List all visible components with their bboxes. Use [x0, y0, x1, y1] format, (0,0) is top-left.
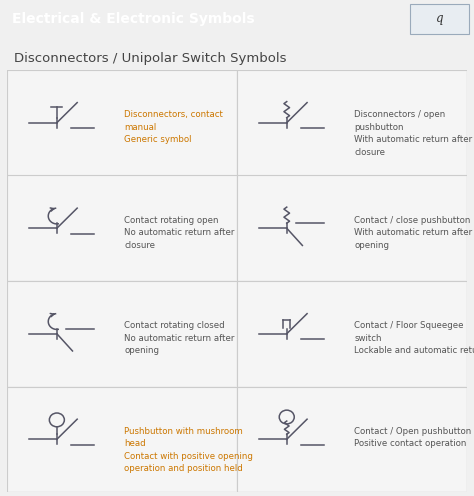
Bar [8, 387, 236, 491]
Text: Disconnectors, contact
manual
Generic symbol: Disconnectors, contact manual Generic sy… [124, 110, 223, 144]
Text: Contact / Floor Squeegee
switch
Lockable and automatic return: Contact / Floor Squeegee switch Lockable… [354, 321, 474, 355]
Bar [8, 282, 236, 386]
Text: Contact / Open pushbutton
Positive contact operation: Contact / Open pushbutton Positive conta… [354, 427, 472, 448]
Text: Contact / close pushbutton
With automatic return after
opening: Contact / close pushbutton With automati… [354, 216, 473, 249]
Bar [8, 176, 236, 280]
Bar [238, 282, 466, 386]
Text: q: q [436, 12, 444, 25]
Text: Disconnectors / Unipolar Switch Symbols: Disconnectors / Unipolar Switch Symbols [14, 52, 287, 65]
Text: Electrical & Electronic Symbols: Electrical & Electronic Symbols [12, 12, 255, 26]
FancyBboxPatch shape [410, 4, 469, 34]
Bar [238, 176, 466, 280]
Bar [238, 71, 466, 175]
Text: Contact rotating closed
No automatic return after
opening: Contact rotating closed No automatic ret… [124, 321, 235, 355]
Bar [8, 71, 236, 175]
Text: Pushbutton with mushroom
head
Contact with positive opening
operation and positi: Pushbutton with mushroom head Contact wi… [124, 427, 253, 473]
Text: Contact rotating open
No automatic return after
closure: Contact rotating open No automatic retur… [124, 216, 235, 249]
Text: Disconnectors / open
pushbutton
With automatic return after
closure: Disconnectors / open pushbutton With aut… [354, 110, 473, 157]
Bar [238, 387, 466, 491]
